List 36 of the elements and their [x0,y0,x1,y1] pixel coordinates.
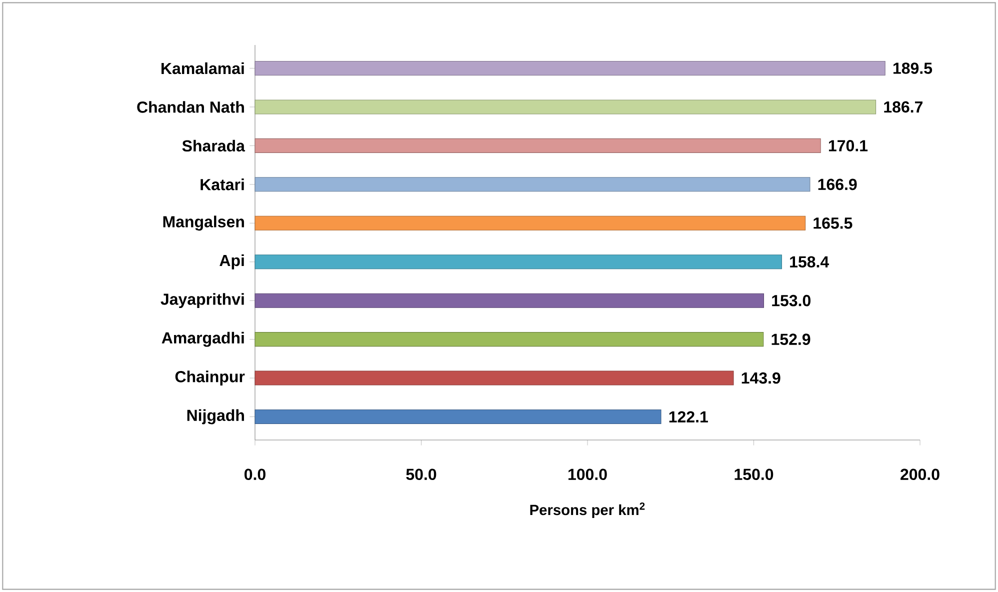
data-label: 152.9 [772,334,810,345]
y-tick-label: Sharada [182,140,246,152]
y-tick-label: Katari [200,178,244,190]
data-label: 189.5 [893,62,932,74]
x-tick-label: 50.0 [406,468,436,480]
bar [254,216,806,230]
y-tick-label: Amargadhi [162,332,244,347]
y-tick-label: Jayaprithvi [160,293,244,308]
y-tick-label: Kamalamai [162,62,244,74]
y-tick-label: Mangalsen [163,216,244,231]
y-tick-label: Nijgadh [187,409,244,424]
bar [254,254,782,270]
bar [254,410,662,424]
bar [254,177,810,192]
data-label: 186.7 [884,101,922,113]
bar [254,60,886,76]
data-label: 170.1 [828,140,868,152]
bar [254,100,876,114]
bar [254,332,764,347]
data-label: 166.9 [818,178,857,190]
bar [254,370,734,386]
y-tick-label: Api [220,254,244,270]
data-label: 153.0 [772,294,810,306]
bar [254,138,821,153]
data-label: 165.5 [814,217,852,229]
x-axis-title: Persons per km$^{2}$ [530,502,645,518]
x-tick-label: 150.0 [734,468,774,480]
y-tick-label: Chandan Nath [137,101,244,113]
bar [254,293,764,308]
y-tick-label: Chainpur [175,370,245,386]
x-tick-label: 100.0 [568,468,607,480]
data-label: 143.9 [742,372,780,384]
data-label: 158.4 [790,256,830,268]
data-label: 122.1 [669,411,708,422]
x-tick-label: 200.0 [900,468,940,480]
x-tick-label: 0.0 [244,468,266,480]
